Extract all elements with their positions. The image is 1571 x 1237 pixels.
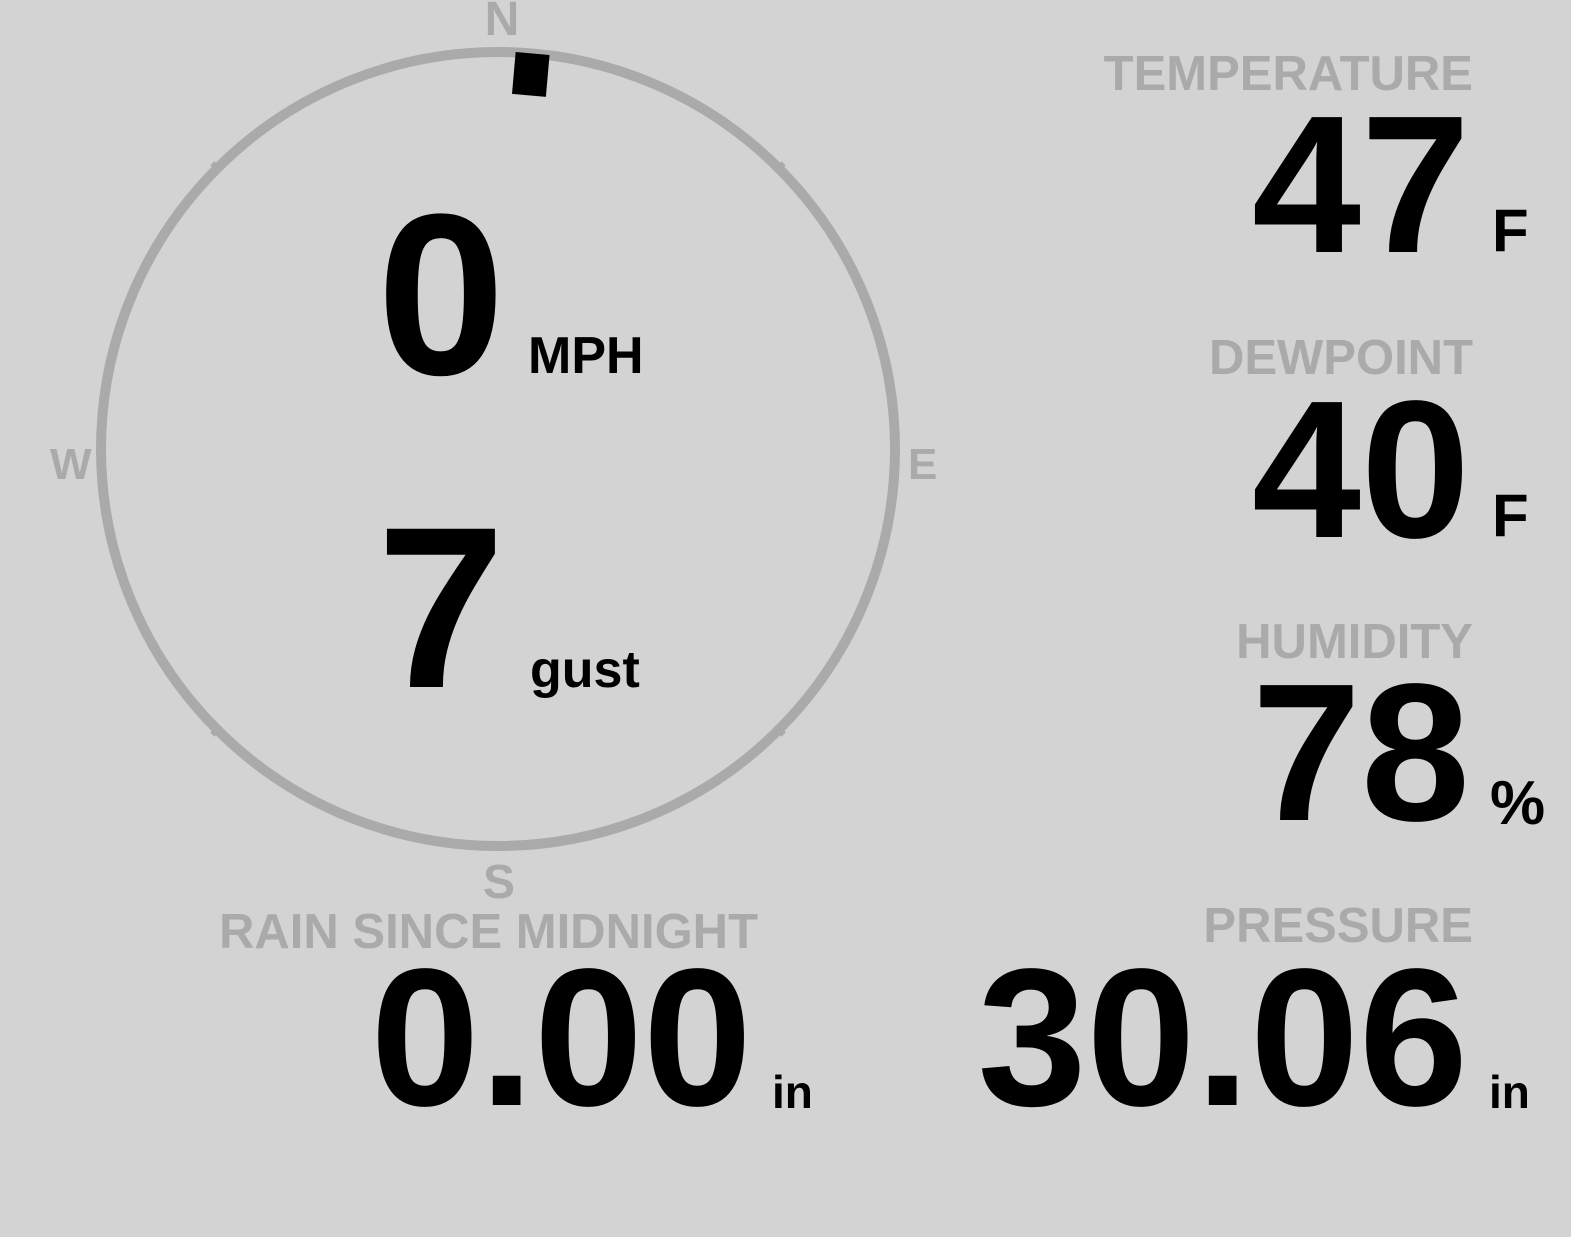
compass-tick bbox=[773, 724, 786, 737]
dewpoint-value: 40 bbox=[1251, 360, 1470, 579]
humidity-value: 78 bbox=[1251, 643, 1470, 862]
compass-south-label: S bbox=[482, 856, 515, 909]
temperature-unit: F bbox=[1492, 197, 1529, 264]
pressure-label: PRESSURE bbox=[1203, 899, 1473, 953]
temperature-value: 47 bbox=[1251, 75, 1470, 294]
temperature-label: TEMPERATURE bbox=[1103, 47, 1473, 101]
rain-label: RAIN SINCE MIDNIGHT bbox=[219, 905, 758, 959]
humidity-label: HUMIDITY bbox=[1236, 615, 1473, 669]
dewpoint-unit: F bbox=[1492, 482, 1529, 549]
wind-direction-marker bbox=[512, 52, 550, 97]
wind-speed-value: 0 bbox=[377, 166, 505, 423]
wind-compass bbox=[96, 47, 900, 851]
compass-east-label: E bbox=[908, 440, 938, 489]
dewpoint-label: DEWPOINT bbox=[1208, 331, 1473, 385]
wind-speed-unit: MPH bbox=[528, 327, 644, 385]
wind-gust-value: 7 bbox=[377, 479, 505, 736]
wind-gust-label: gust bbox=[530, 641, 640, 699]
compass-tick bbox=[210, 724, 223, 737]
compass-ring bbox=[96, 47, 900, 851]
compass-west-label: W bbox=[50, 440, 92, 489]
rain-value: 0.00 bbox=[370, 928, 752, 1147]
pressure-value: 30.06 bbox=[977, 928, 1468, 1147]
humidity-unit: % bbox=[1490, 769, 1546, 838]
rain-unit: in bbox=[772, 1066, 813, 1118]
compass-north-label: N bbox=[484, 0, 520, 46]
pressure-unit: in bbox=[1489, 1066, 1530, 1118]
compass-tick bbox=[210, 161, 223, 174]
compass-tick bbox=[773, 161, 786, 174]
